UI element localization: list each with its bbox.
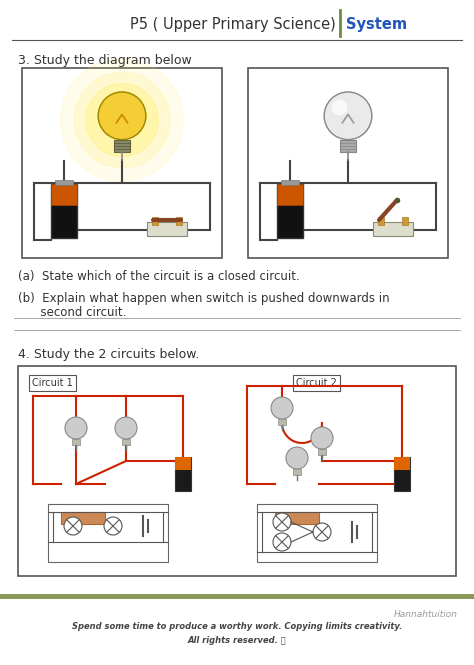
Text: All rights reserved. ⒪: All rights reserved. ⒪	[188, 636, 286, 645]
Bar	[275, 512, 319, 524]
Bar	[394, 457, 410, 470]
Bar	[18, 366, 456, 576]
Circle shape	[273, 533, 291, 551]
Bar	[373, 222, 413, 236]
Bar	[114, 140, 130, 152]
Circle shape	[64, 517, 82, 535]
Bar	[277, 184, 303, 238]
Bar	[122, 439, 130, 444]
Text: System: System	[346, 17, 407, 33]
Circle shape	[98, 92, 146, 140]
Circle shape	[273, 513, 291, 531]
Bar	[278, 419, 286, 424]
Bar	[248, 68, 448, 258]
Bar	[55, 180, 73, 185]
Text: 3. Study the diagram below: 3. Study the diagram below	[18, 54, 192, 67]
Bar	[402, 217, 408, 225]
Circle shape	[86, 84, 158, 156]
Text: 4. Study the 2 circuits below.: 4. Study the 2 circuits below.	[18, 348, 200, 361]
Circle shape	[60, 59, 183, 182]
Bar	[176, 217, 182, 225]
Circle shape	[104, 517, 122, 535]
Bar	[277, 184, 303, 205]
Bar	[51, 184, 77, 205]
Circle shape	[74, 72, 170, 168]
Bar	[61, 512, 105, 524]
Bar	[147, 222, 187, 236]
Bar	[257, 504, 377, 562]
Text: (b)  Explain what happen when switch is pushed downwards in: (b) Explain what happen when switch is p…	[18, 292, 390, 305]
Circle shape	[324, 92, 372, 140]
Text: (a)  State which of the circuit is a closed circuit.: (a) State which of the circuit is a clos…	[18, 270, 300, 283]
Text: P5 ( Upper Primary Science): P5 ( Upper Primary Science)	[130, 17, 336, 33]
Circle shape	[313, 523, 331, 541]
Bar	[175, 457, 191, 491]
Bar	[175, 457, 191, 470]
Bar	[378, 217, 384, 225]
Bar	[293, 469, 301, 475]
Text: Circuit 1: Circuit 1	[32, 378, 73, 388]
Bar	[48, 504, 168, 562]
Bar	[318, 449, 326, 454]
Circle shape	[333, 100, 346, 114]
Bar	[281, 180, 299, 185]
Bar	[22, 68, 222, 258]
Text: second circuit.: second circuit.	[18, 306, 127, 319]
Circle shape	[65, 417, 87, 439]
Text: Circuit 2: Circuit 2	[296, 378, 337, 388]
Bar	[51, 184, 77, 238]
Bar	[152, 217, 158, 225]
Text: Spend some time to produce a worthy work. Copying limits creativity.: Spend some time to produce a worthy work…	[72, 622, 402, 631]
Circle shape	[286, 447, 308, 469]
Bar	[72, 439, 80, 444]
Bar	[394, 457, 410, 491]
Circle shape	[271, 397, 293, 419]
Circle shape	[115, 417, 137, 439]
Bar	[0, 594, 474, 599]
Bar	[340, 140, 356, 152]
Circle shape	[311, 427, 333, 449]
Text: Hannahtuition: Hannahtuition	[394, 610, 458, 619]
